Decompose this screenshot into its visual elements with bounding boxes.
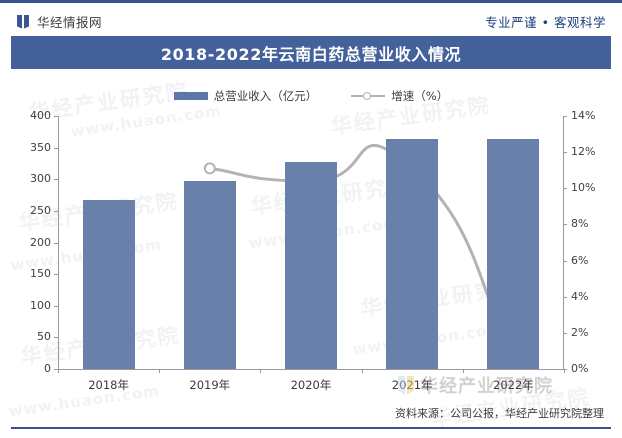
legend-item-revenue: 总营业收入（亿元） — [173, 88, 318, 104]
y-tick-right — [563, 296, 567, 298]
y-axis-right-label: 12% — [571, 145, 596, 159]
legend-bar-swatch — [173, 92, 208, 100]
source-note: 资料来源：公司公报，华经产业研究院整理 — [395, 407, 604, 420]
page-title: 2018-2022年云南白药总营业收入情况 — [160, 44, 462, 64]
x-axis — [58, 369, 564, 370]
y-tick-left — [54, 337, 58, 339]
y-axis-right-label: 0% — [571, 362, 589, 375]
y-axis-right-label: 4% — [571, 289, 589, 303]
site-header: 华经情报网 专业严谨 • 客观科学 — [0, 0, 622, 36]
y-axis-left-label: 100 — [30, 298, 51, 312]
x-axis-label: 2020年 — [290, 378, 332, 392]
x-tick — [564, 369, 565, 373]
bar-2019年 — [183, 181, 236, 369]
y-axis-right-label: 6% — [571, 253, 589, 267]
y-tick-right — [563, 224, 567, 226]
footer-logo-text: 华经产业研究院 — [420, 376, 553, 397]
bar-2021年 — [386, 139, 439, 369]
chart-area: 总营业收入（亿元） 增速（%） 0 50 100 150 200 250 300 350 400… — [11, 69, 611, 414]
y-tick-left — [54, 369, 58, 370]
y-tick-right — [563, 152, 567, 154]
x-tick — [260, 369, 262, 373]
y-axis-left-label: 300 — [30, 172, 51, 186]
y-tick-left — [54, 116, 58, 117]
legend-label-revenue: 总营业收入（亿元） — [213, 89, 318, 103]
y-axis-left — [58, 116, 59, 369]
y-axis-left-label: 150 — [30, 267, 51, 281]
y-axis-left-label: 350 — [30, 140, 51, 154]
footer-rule — [11, 427, 611, 429]
x-tick — [462, 369, 464, 373]
x-tick — [361, 369, 363, 373]
x-axis-label: 2022年 — [493, 378, 534, 392]
y-axis-right-label: 8% — [571, 217, 589, 231]
plot-area: 0 50 100 150 200 250 300 350 400 0% 2% 4% 6% 8% 10% 12%… — [30, 109, 595, 392]
brand-name: 华经情报网 — [37, 15, 103, 30]
chart-title-band: 2018-2022年云南白药总营业收入情况 — [11, 36, 611, 69]
y-tick-left — [54, 305, 58, 307]
bar-2018年 — [82, 200, 135, 369]
footer-logo-watermark: 华经产业研究院 — [398, 372, 553, 398]
y-axis-left-label: 250 — [30, 203, 51, 217]
y-tick-left — [54, 210, 58, 212]
y-tick-left — [54, 242, 58, 244]
legend-line-swatch — [351, 91, 386, 101]
y-axis-left-label: 0 — [44, 362, 51, 375]
huajing-logo-icon — [17, 14, 31, 29]
bar-2022年 — [487, 138, 540, 369]
x-axis-label: 2019年 — [189, 378, 231, 392]
y-axis-right — [563, 116, 564, 369]
y-tick-left — [54, 274, 58, 276]
x-tick — [58, 369, 59, 373]
chart-legend: 总营业收入（亿元） 增速（%） — [11, 85, 611, 107]
brand: 华经情报网 — [17, 12, 102, 31]
y-tick-right — [563, 188, 567, 190]
growth-line-path — [208, 143, 515, 360]
brand-tagline: 专业严谨 • 客观科学 — [485, 15, 606, 30]
y-axis-right-label: 14% — [571, 109, 596, 122]
y-tick-right — [563, 332, 567, 334]
growth-point-2019年 — [203, 162, 216, 175]
bar-2020年 — [285, 162, 337, 369]
y-tick-right — [563, 116, 567, 117]
y-axis-left-label: 50 — [37, 330, 51, 344]
huajing-logo-icon — [398, 375, 415, 395]
y-axis-right-label: 10% — [571, 181, 596, 195]
y-tick-right — [563, 260, 567, 262]
y-tick-left — [54, 147, 58, 149]
y-tick-right — [563, 369, 567, 370]
legend-label-growth: 增速（%） — [391, 89, 449, 103]
y-axis-right-label: 2% — [571, 325, 589, 339]
y-axis-left-label: 400 — [30, 109, 51, 122]
x-axis-label: 2018年 — [88, 378, 129, 392]
y-axis-left-label: 200 — [30, 235, 51, 249]
y-tick-left — [54, 179, 58, 181]
legend-item-growth: 增速（%） — [351, 88, 448, 104]
x-tick — [159, 369, 161, 373]
